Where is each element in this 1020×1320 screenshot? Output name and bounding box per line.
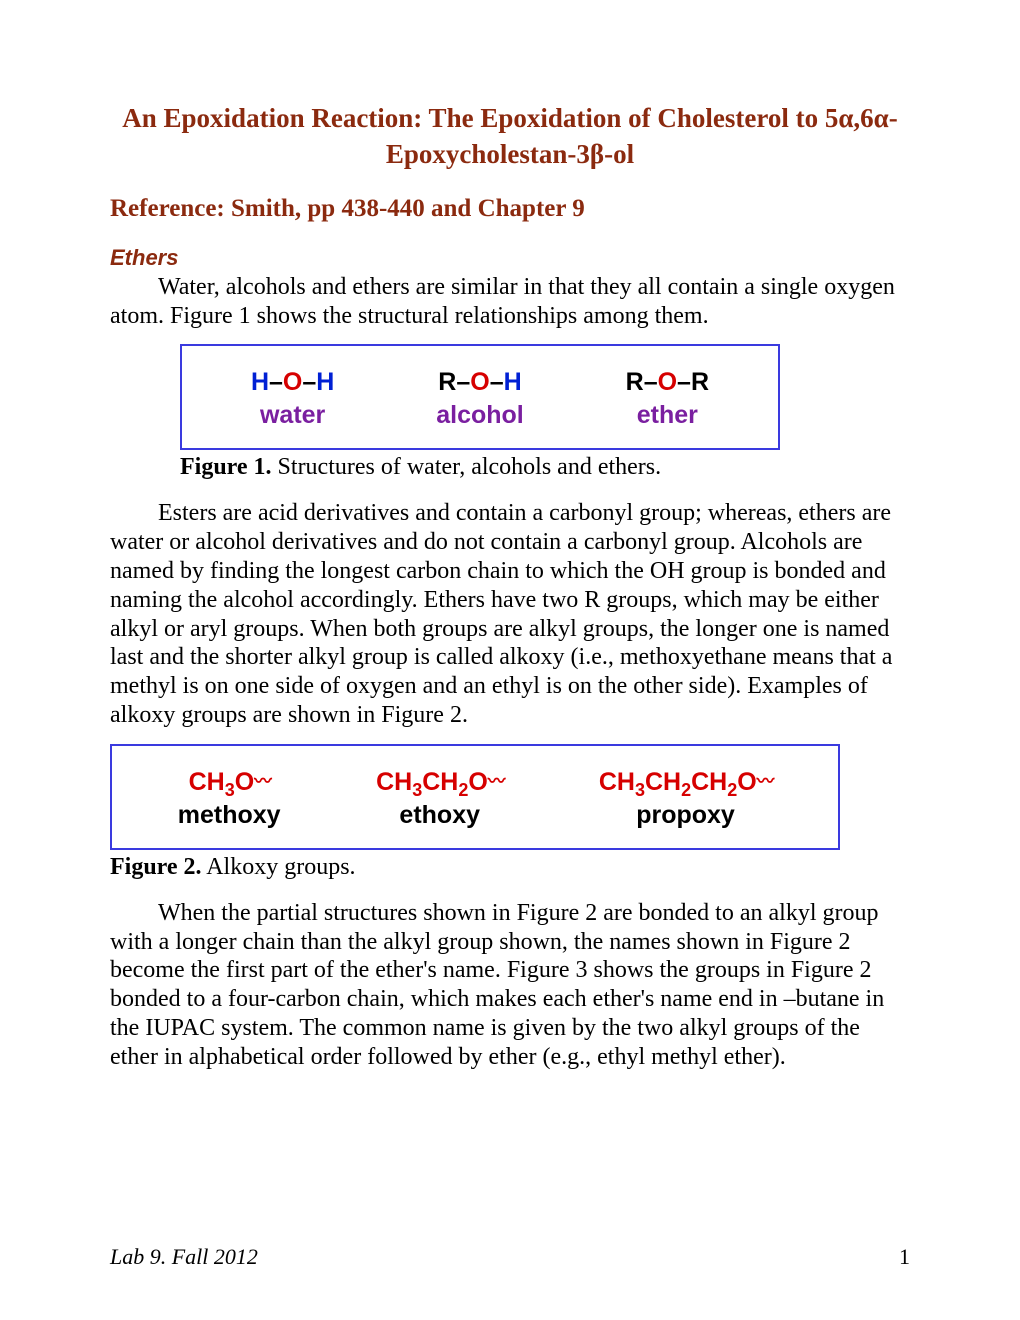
page-footer: Lab 9. Fall 2012 1 [110,1244,910,1270]
figure-2-caption-label: Figure 2. [110,854,202,880]
figure-2-item: CH3CH2O〰 ethoxy [376,768,503,830]
paragraph-2: Esters are acid derivatives and contain … [110,499,910,729]
figure-1-caption-label: Figure 1. [180,454,272,480]
figure-2-formula: CH3CH2O〰 [376,768,503,797]
figure-2-caption-text: Alkoxy groups. [202,854,356,880]
figure-2-formula: CH3CH2CH2O〰 [599,768,772,797]
figure-2-label: ethoxy [376,801,503,830]
figure-1-item: R–O–R ether [626,368,709,430]
figure-2-label: propoxy [599,801,772,830]
figure-1-label: water [251,401,334,430]
figure-1-label: ether [626,401,709,430]
footer-left: Lab 9. Fall 2012 [110,1244,258,1270]
figure-2-item: CH3CH2CH2O〰 propoxy [599,768,772,830]
figure-2-box: CH3O〰 methoxy CH3CH2O〰 ethoxy CH3CH2CH2O〰 pro… [110,744,840,850]
figure-1-formula: H–O–H [251,368,334,397]
figure-1-label: alcohol [436,401,524,430]
paragraph-3: When the partial structures shown in Fig… [110,899,910,1072]
figure-1-formula: R–O–H [436,368,524,397]
figure-2-item: CH3O〰 methoxy [178,768,281,830]
document-title: An Epoxidation Reaction: The Epoxidation… [110,100,910,173]
footer-page-number: 1 [899,1244,910,1270]
paragraph-1: Water, alcohols and ethers are similar i… [110,273,910,331]
reference-line: Reference: Smith, pp 438-440 and Chapter… [110,195,910,223]
figure-2-caption: Figure 2. Alkoxy groups. [110,854,910,881]
figure-2-formula: CH3O〰 [178,768,281,797]
figure-1-formula: R–O–R [626,368,709,397]
figure-1-item: R–O–H alcohol [436,368,524,430]
figure-2-label: methoxy [178,801,281,830]
figure-1-box: H–O–H water R–O–H alcohol R–O–R ether [180,344,780,450]
figure-1-item: H–O–H water [251,368,334,430]
figure-1-caption: Figure 1. Structures of water, alcohols … [180,454,910,481]
figure-1-caption-text: Structures of water, alcohols and ethers… [272,454,662,480]
section-header-ethers: Ethers [110,245,910,271]
